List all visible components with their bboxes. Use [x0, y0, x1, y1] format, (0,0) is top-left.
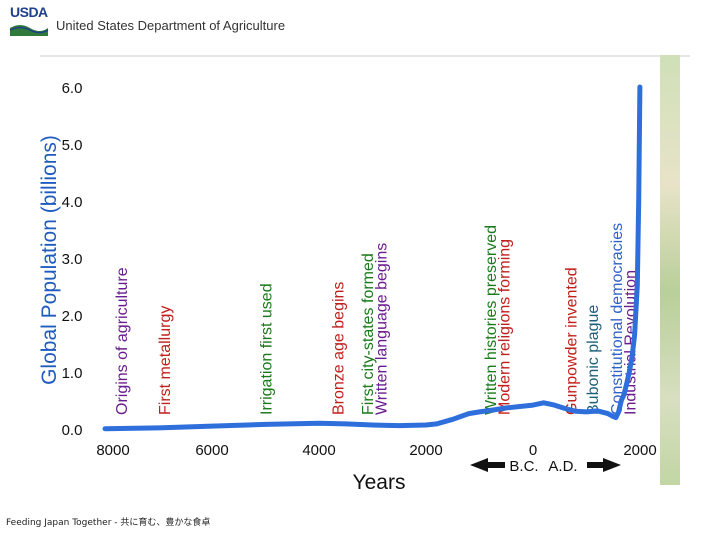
event-annotation: Gunpowder invented	[563, 267, 580, 415]
y-tick-label: 4.0	[62, 194, 83, 211]
population-chart: 0.0 1.0 2.0 3.0 4.0 5.0 6.0 8000 6000 4000 2000 0 20…	[0, 55, 660, 500]
y-tick-label: 0.0	[62, 422, 83, 439]
decorative-photo-strip	[660, 55, 680, 485]
x-tick-label: 0	[529, 442, 537, 459]
event-annotation: Bronze age begins	[331, 282, 348, 415]
y-tick-label: 6.0	[62, 80, 83, 97]
bc-arrow-icon	[470, 458, 488, 472]
bc-arrow-shaft	[487, 462, 505, 468]
y-tick-label: 3.0	[62, 251, 83, 268]
footer-caption: Feeding Japan Together - 共に育む、豊かな食卓	[6, 515, 210, 528]
ad-arrow-shaft	[587, 462, 605, 468]
event-annotation: Bubonic plague	[585, 305, 602, 415]
event-annotation: Written language begins	[374, 243, 391, 415]
ad-label: A.D.	[548, 458, 577, 475]
event-annotation: Modern religions forming	[497, 239, 514, 415]
x-tick-label: 4000	[302, 442, 335, 459]
event-annotation: Irrigation first used	[259, 283, 276, 415]
annotation-layer: Origins of agriculture First metallurgy Ir…	[114, 223, 639, 415]
x-tick-label: 2000	[623, 442, 656, 459]
event-annotation: Origins of agriculture	[114, 267, 131, 415]
y-tick-label: 1.0	[62, 365, 83, 382]
event-annotation: First metallurgy	[157, 306, 174, 415]
x-axis-label: Years	[353, 471, 406, 494]
ad-arrow-icon	[603, 458, 621, 472]
y-tick-label: 2.0	[62, 308, 83, 325]
logo-text: USDA	[10, 4, 48, 20]
organization-name: United States Department of Agriculture	[56, 18, 285, 33]
y-tick-label: 5.0	[62, 137, 83, 154]
x-tick-label: 2000	[409, 442, 442, 459]
y-axis-label: Global Population (billions)	[38, 135, 61, 385]
x-tick-label: 8000	[96, 442, 129, 459]
bc-label: B.C.	[509, 458, 538, 475]
header-bar: USDA United States Department of Agricul…	[0, 0, 720, 50]
x-tick-label: 6000	[195, 442, 228, 459]
